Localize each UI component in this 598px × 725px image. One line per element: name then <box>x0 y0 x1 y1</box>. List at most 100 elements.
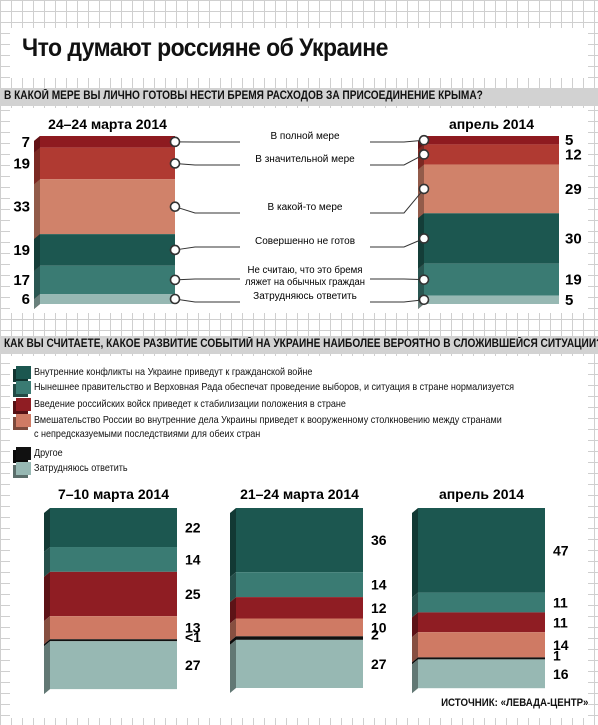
connector-dot <box>169 158 181 169</box>
bar-side-seg <box>230 636 236 645</box>
chart2-value-label: 16 <box>553 666 569 682</box>
chart2-value-label: 13 <box>185 620 201 636</box>
chart2-bar-segment <box>50 547 177 572</box>
connector-dot <box>169 201 181 212</box>
chart1-bar-segment <box>40 179 175 235</box>
chart1-category-label: В какой-то мере <box>268 202 343 213</box>
bar-side-seg <box>44 641 50 695</box>
connector-dot <box>418 233 430 244</box>
connector-line <box>370 188 425 214</box>
bar-side-seg <box>44 571 50 622</box>
chart2-bar-segment <box>236 597 363 619</box>
chart2-value-label: 27 <box>185 657 201 673</box>
chart1-bar-segment <box>424 263 559 296</box>
connector-line <box>174 162 240 166</box>
bar-side-seg <box>412 508 418 598</box>
bar-side-seg <box>44 508 50 553</box>
bar-side-seg <box>44 616 50 645</box>
question-1-bar: В КАКОЙ МЕРЕ ВЫ ЛИЧНО ГОТОВЫ НЕСТИ БРЕМЯ… <box>0 88 598 106</box>
chart1-category-label: Совершенно не готов <box>255 236 355 247</box>
connector-dot <box>418 274 430 285</box>
bar-side-seg <box>412 632 418 663</box>
legend-label: Внутренние конфликты на Украине приведут… <box>34 365 312 379</box>
chart2-value-label: 1 <box>553 647 561 663</box>
chart2-period-label: апрель 2014 <box>439 486 524 502</box>
connector-dot <box>169 136 181 148</box>
connector-dot <box>169 244 181 256</box>
bar-side-seg <box>230 508 236 578</box>
chart2-value-label: <1 <box>185 629 201 645</box>
legend-label-line: с непредсказуемыми последствиями для обе… <box>34 428 261 440</box>
title-box <box>10 28 588 78</box>
chart1-period-label: 24–24 марта 2014 <box>48 116 167 132</box>
chart2-bar-segment <box>236 572 363 598</box>
chart1-bar-segment <box>424 164 559 214</box>
chart1-category-label: Затрудняюсь ответить <box>253 291 357 302</box>
chart2-value-label: 47 <box>553 542 569 558</box>
bar-side-seg <box>34 294 40 309</box>
connector-dot <box>418 149 430 160</box>
connector-line <box>370 278 425 281</box>
chart1-value-label: 12 <box>565 146 582 163</box>
connector-line <box>370 299 425 303</box>
chart1-bar-segment <box>40 136 175 148</box>
chart2-period-label: 7–10 марта 2014 <box>58 486 169 502</box>
question-2-bar: КАК ВЫ СЧИТАЕТЕ, КАКОЕ РАЗВИТИЕ СОБЫТИЙ … <box>0 336 598 354</box>
chart1-value-label: 30 <box>565 230 582 247</box>
chart2-value-label: 27 <box>371 656 387 672</box>
legend-swatch <box>16 381 31 394</box>
chart2-value-label: 12 <box>371 600 387 616</box>
chart2-value-label: 36 <box>371 532 387 548</box>
legend-swatch <box>16 366 31 379</box>
chart1-value-label: 6 <box>22 291 30 308</box>
connector-dot <box>418 294 430 306</box>
legend-label-line: Вмешательство России во внутренние дела … <box>34 414 502 426</box>
chart1-bar-segment <box>40 234 175 266</box>
chart2-value-label: 2 <box>371 626 379 642</box>
bar-side-seg <box>34 234 40 271</box>
connector-line <box>370 154 425 166</box>
legend-label: Вмешательство России во внутренние дела … <box>34 413 502 441</box>
legend-label: Нынешнее правительство и Верховная Рада … <box>34 380 514 394</box>
chart2-bar-segment <box>418 592 545 613</box>
chart1-bar-segment <box>424 213 559 264</box>
bar-side-seg <box>230 572 236 603</box>
question-2: КАК ВЫ СЧИТАЕТЕ, КАКОЕ РАЗВИТИЕ СОБЫТИЙ … <box>4 338 598 350</box>
bar-side-seg <box>412 592 418 618</box>
connector-line <box>174 298 240 303</box>
chart2-value-label: 11 <box>553 614 568 630</box>
connector-line <box>370 238 425 248</box>
legend-label-line: Нынешнее правительство и Верховная Рада … <box>34 381 515 393</box>
page-title: Что думают россияне об Украине <box>22 34 388 62</box>
chart2-bar-segment <box>418 657 545 660</box>
bar-side-seg <box>230 639 236 693</box>
chart1-value-label: 33 <box>13 199 30 216</box>
legend-swatch <box>16 414 31 427</box>
chart1-category-label: В значительной мере <box>255 154 355 165</box>
legend-swatch <box>16 447 31 460</box>
connector-line <box>174 206 240 214</box>
chart2-bar-segment <box>418 508 545 593</box>
legend-label: Введение российских войск приведет к ста… <box>34 397 346 411</box>
chart2-bar-segment <box>236 636 363 640</box>
connector-dot <box>418 183 430 195</box>
legend-swatch <box>16 398 31 411</box>
bar-side-seg <box>412 612 418 638</box>
chart1-bar-segment <box>424 295 559 304</box>
bar-side-seg <box>230 618 236 642</box>
chart1-bar-segment <box>424 144 559 165</box>
chart1-value-label: 17 <box>13 272 30 289</box>
connector-line <box>174 278 240 281</box>
bar-side-seg <box>412 657 418 665</box>
bar-side-seg <box>34 136 40 153</box>
chart2-bar-segment <box>236 639 363 688</box>
chart2-value-label: 14 <box>371 577 387 593</box>
chart2-bar-segment <box>236 618 363 637</box>
chart2-bar-segment <box>50 641 177 690</box>
chart2-value-label: 25 <box>185 586 201 602</box>
chart1-value-label: 19 <box>13 155 30 172</box>
bar-side-seg <box>44 547 50 577</box>
chart1-category-label: Не считаю, что это бремя <box>248 264 363 276</box>
chart1-bar-segment <box>40 265 175 295</box>
